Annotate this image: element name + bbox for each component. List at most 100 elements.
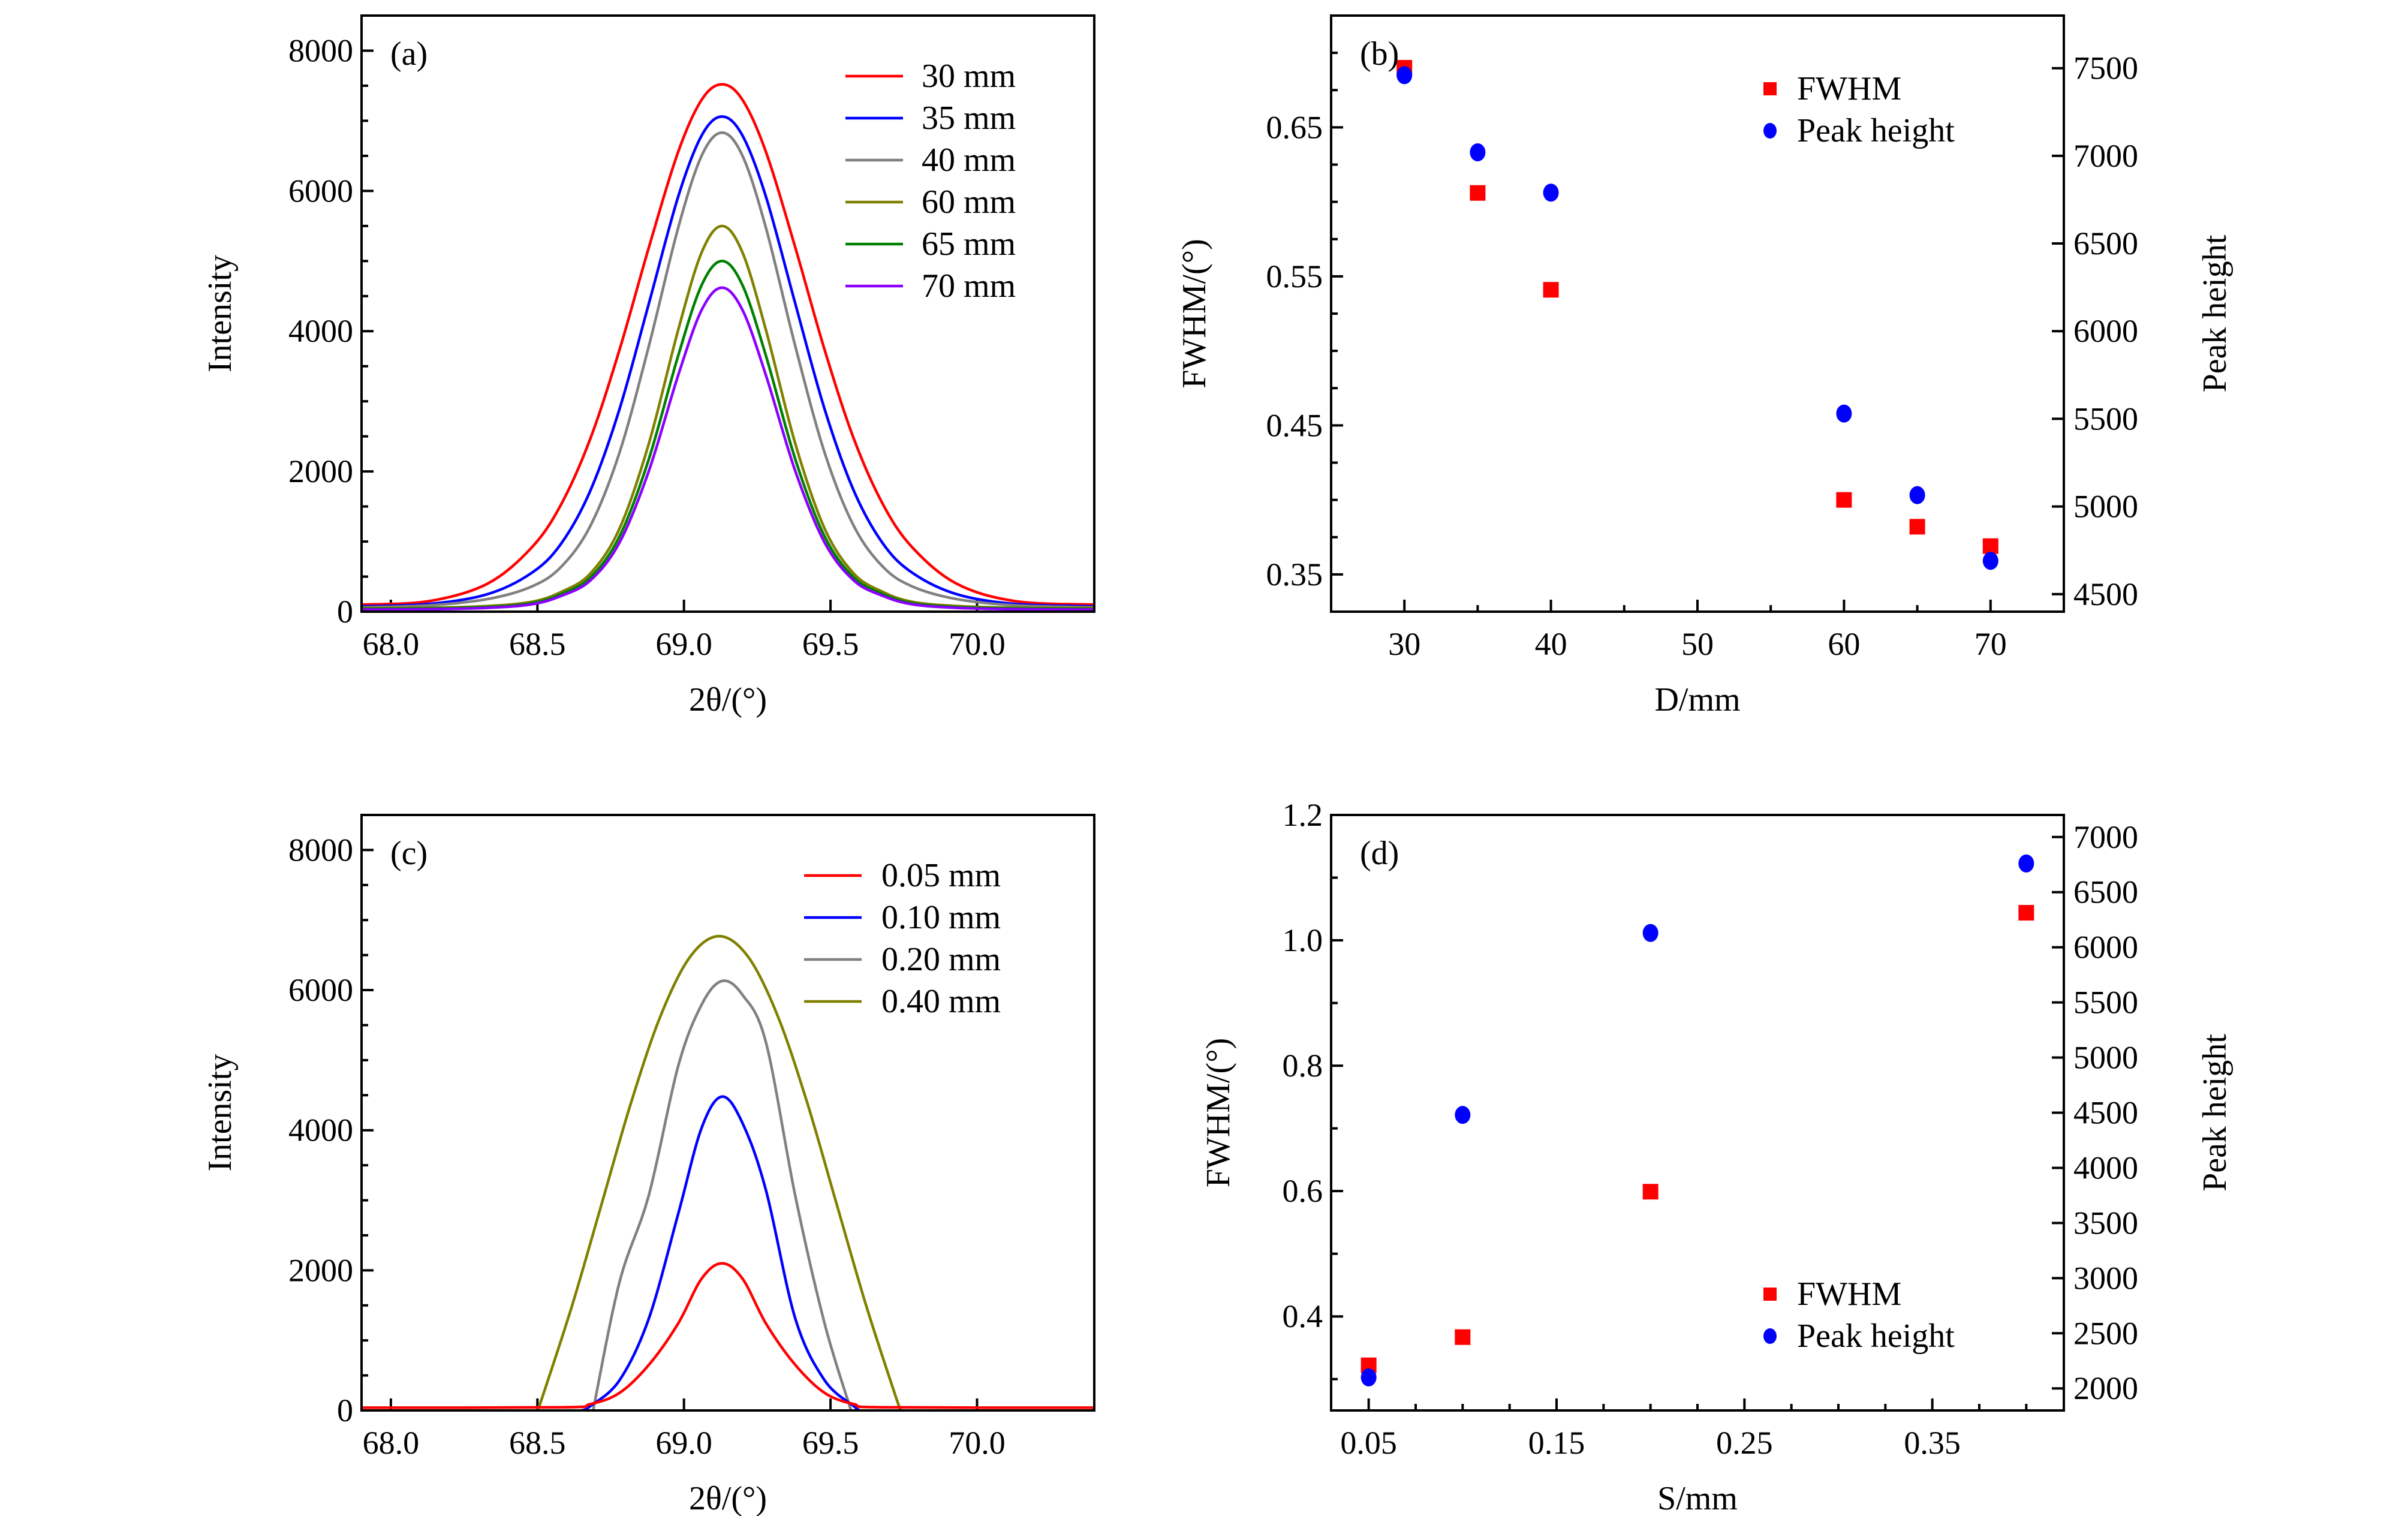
plot-frame [360, 814, 1095, 1412]
x-tick-label: 70 [1974, 626, 2007, 662]
y-right-tick-label: 3000 [2073, 1260, 2138, 1296]
plot-frame [360, 14, 1095, 613]
y-tick-label: 2000 [288, 1252, 353, 1288]
legend-label: FWHM [1797, 70, 1901, 107]
series-line-0.40-mm [536, 934, 902, 1410]
plot-area [362, 83, 1094, 611]
legend-label: 70 mm [922, 267, 1016, 305]
panel-a: 68.0 68.5 69.0 69.5 70.0 0 2000 4000 6000 8000 2θ/… [201, 14, 1095, 718]
y-right-axis-label: Peak height [2196, 234, 2234, 392]
panel-label: (c) [390, 835, 428, 872]
legend: 30 mm 35 mm 40 mm 60 mm 65 mm 70 mm [845, 58, 1016, 305]
legend-label: 0.05 mm [881, 857, 1001, 894]
plot-area [1360, 854, 2034, 1386]
y-tick-label: 8000 [288, 32, 353, 68]
panel-label: (d) [1360, 835, 1399, 872]
y-right-tick-label: 7500 [2073, 50, 2138, 86]
legend-label: 0.10 mm [881, 899, 1001, 936]
legend-label: 60 mm [922, 184, 1016, 221]
x-tick-label: 69.5 [802, 626, 859, 662]
x-tick-label: 0.35 [1904, 1425, 1961, 1461]
x-tick-label: 30 [1388, 626, 1420, 662]
peak-height-marker [1642, 924, 1658, 942]
series-line-0.10-mm [580, 1095, 861, 1410]
y-tick-label: 0.55 [1266, 258, 1323, 294]
series-line-35-mm [362, 115, 1094, 608]
y-right-axis-label: Peak height [2196, 1034, 2234, 1192]
fwhm-marker [1470, 185, 1486, 201]
peak-height-marker [1455, 1106, 1471, 1124]
fwhm-marker [1455, 1329, 1471, 1345]
y-right-tick-label: 5000 [2073, 489, 2138, 525]
y-tick-label: 1.0 [1283, 922, 1323, 958]
series-line-40-mm [362, 131, 1094, 609]
y-tick-label: 8000 [288, 832, 353, 868]
y-right-tick-label: 4000 [2073, 1150, 2138, 1186]
peak-height-marker [1909, 486, 1925, 504]
x-tick-label: 68.0 [363, 1425, 420, 1461]
series-line-0.20-mm [591, 979, 853, 1410]
panel-b: 30 40 50 60 70 0.35 0.45 0.55 0.65 4500 5000 5500 60… [1176, 14, 2234, 718]
y-tick-label: 4000 [288, 1112, 353, 1148]
series-line-70-mm [362, 286, 1094, 611]
peak-height-marker [1360, 1368, 1377, 1386]
y-tick-label: 0.65 [1266, 109, 1323, 145]
y-axis-label: Intensity [201, 1054, 239, 1172]
series-line-30-mm [362, 83, 1094, 606]
x-tick-label: 0.25 [1716, 1425, 1773, 1461]
y-tick-label: 0.35 [1266, 557, 1323, 592]
y-tick-label: 6000 [288, 173, 353, 209]
y-right-tick-label: 6000 [2073, 313, 2138, 349]
x-tick-label: 69.0 [655, 626, 712, 662]
peak-height-marker [1470, 143, 1486, 162]
y-right-tick-label: 2000 [2073, 1370, 2138, 1406]
y-right-tick-label: 5500 [2073, 985, 2138, 1021]
fwhm-marker [1543, 282, 1559, 298]
x-tick-label: 68.5 [509, 1425, 566, 1461]
y-tick-label: 0.8 [1283, 1048, 1323, 1084]
y-tick-label: 1.2 [1283, 797, 1323, 833]
legend-label: 65 mm [922, 225, 1016, 263]
y-right-tick-label: 7000 [2073, 819, 2138, 855]
y-left-axis-label: FWHM/(°) [1176, 239, 1213, 388]
legend-label: Peak height [1797, 112, 1955, 149]
y-right-tick-label: 6500 [2073, 225, 2138, 261]
x-axis-label: 2θ/(°) [689, 1480, 767, 1516]
legend-label: 30 mm [922, 58, 1016, 95]
series-line-65-mm [362, 260, 1094, 610]
peak-height-marker [2018, 854, 2034, 873]
y-tick-label: 4000 [288, 313, 353, 349]
y-right-tick-label: 4500 [2073, 576, 2138, 612]
legend-label: FWHM [1797, 1276, 1901, 1313]
plot-frame [1330, 14, 2065, 613]
peak-height-marker [1396, 66, 1413, 85]
y-right-tick-label: 5000 [2073, 1040, 2138, 1076]
legend-square-marker [1763, 82, 1777, 95]
series-line-0.05-mm [362, 1262, 1094, 1409]
x-tick-label: 70.0 [949, 626, 1006, 662]
legend-label: 35 mm [922, 100, 1016, 137]
y-tick-label: 0.45 [1266, 407, 1323, 443]
y-tick-label: 6000 [288, 972, 353, 1008]
peak-height-marker [1543, 184, 1559, 202]
y-tick-label: 0 [337, 594, 353, 630]
x-tick-label: 60 [1828, 626, 1860, 662]
fwhm-marker [1982, 538, 1998, 554]
x-tick-label: 70.0 [949, 1425, 1006, 1461]
panel-label: (a) [390, 35, 428, 73]
y-right-tick-label: 7000 [2073, 138, 2138, 174]
x-tick-label: 40 [1535, 626, 1567, 662]
y-right-tick-label: 3500 [2073, 1205, 2138, 1241]
legend: 0.05 mm 0.10 mm 0.20 mm 0.40 mm [804, 857, 1001, 1020]
y-tick-label: 2000 [288, 453, 353, 489]
y-right-tick-label: 2500 [2073, 1315, 2138, 1351]
y-right-tick-label: 5500 [2073, 401, 2138, 437]
panel-label: (b) [1360, 35, 1399, 73]
fwhm-marker [2018, 905, 2034, 921]
x-tick-label: 69.0 [655, 1425, 712, 1461]
legend-label: 40 mm [922, 142, 1016, 179]
x-tick-label: 68.0 [363, 626, 420, 662]
y-axis-label: Intensity [201, 255, 239, 372]
fwhm-marker [1642, 1184, 1658, 1200]
